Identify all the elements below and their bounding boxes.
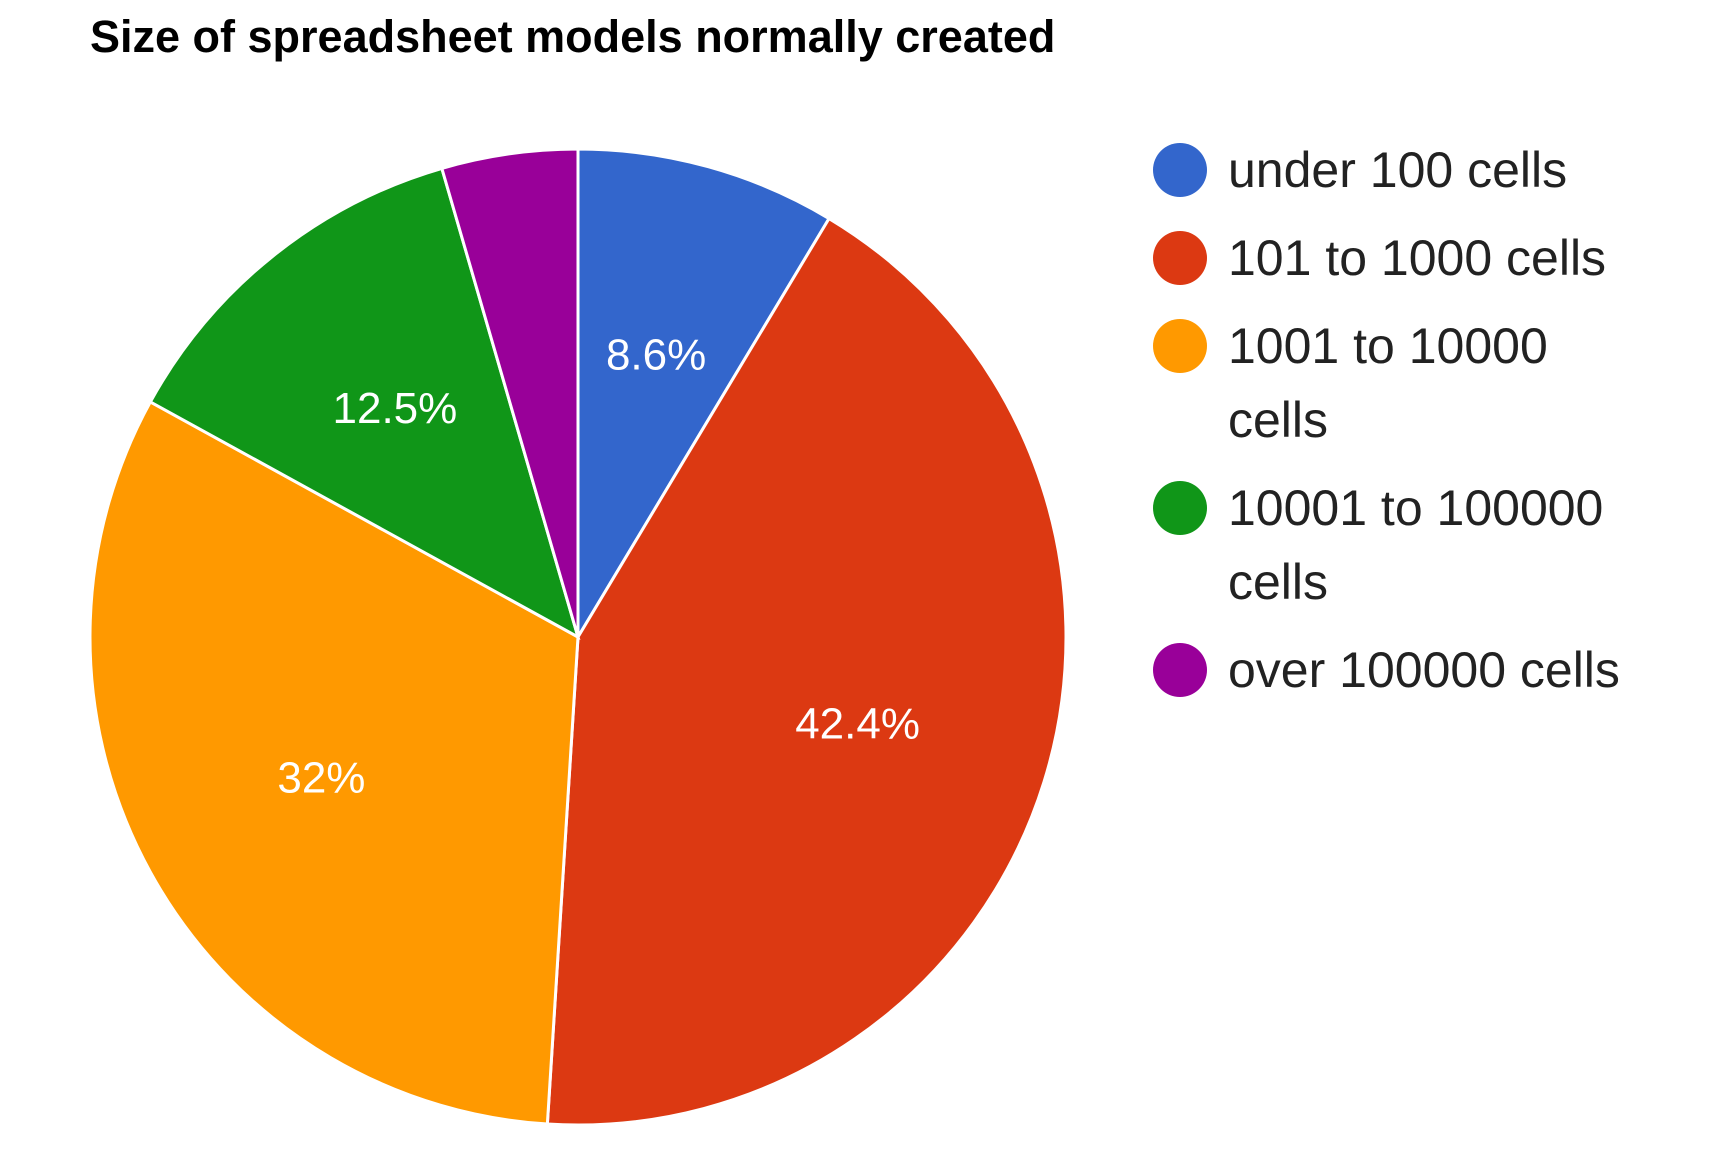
pie-slice-1 <box>545 216 1068 1127</box>
legend-marker-4 <box>1153 643 1207 697</box>
pie-slice-3 <box>148 166 581 641</box>
slice-label-1: 42.4% <box>795 700 920 749</box>
slice-label-3: 12.5% <box>333 384 458 433</box>
legend-label-1: 101 to 1000 cells <box>1228 230 1606 286</box>
pie-slice-0 <box>576 147 832 643</box>
legend-label-4: over 100000 cells <box>1228 642 1620 698</box>
legend-label-3-line-0: 10001 to 100000 <box>1228 480 1603 536</box>
slice-label-0: 8.6% <box>606 330 706 379</box>
chart-title: Size of spreadsheet models normally crea… <box>90 11 1055 62</box>
legend-marker-0 <box>1153 143 1207 197</box>
legend: under 100 cells 101 to 1000 cells 1001 to … <box>1153 142 1620 698</box>
legend-label-2-line-0: 1001 to 10000 <box>1228 318 1548 374</box>
legend-label-0: under 100 cells <box>1228 142 1567 198</box>
legend-marker-2 <box>1153 319 1207 373</box>
legend-label-2-line-1: cells <box>1228 392 1328 448</box>
pie-slice-labels: 8.6% 42.4% 32% 12.5% <box>277 330 920 802</box>
legend-marker-3 <box>1153 481 1207 535</box>
pie-slice-2 <box>88 399 580 1126</box>
legend-marker-1 <box>1153 231 1207 285</box>
pie-slice-4 <box>439 147 580 638</box>
legend-label-3-line-1: cells <box>1228 554 1328 610</box>
slice-label-2: 32% <box>277 754 365 803</box>
pie-slices <box>88 147 1068 1127</box>
